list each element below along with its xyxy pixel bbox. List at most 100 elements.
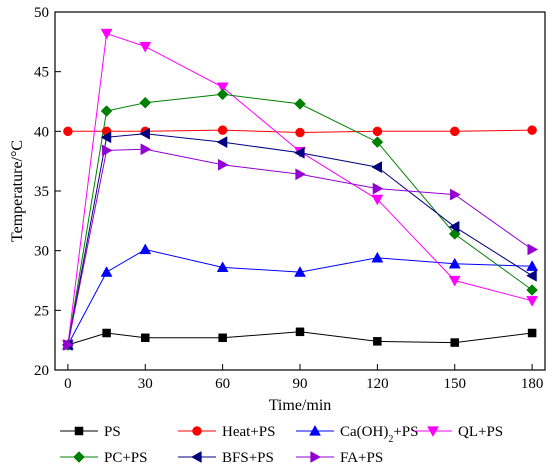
legend-marker (427, 426, 439, 438)
legend-marker (310, 451, 322, 463)
data-point (371, 136, 384, 148)
legend-item: BFS+PS (178, 450, 274, 466)
axes: 0 30 60 90 120 150 180 20 25 30 35 40 45 50 (34, 5, 543, 392)
data-point (63, 339, 74, 351)
legend-label: PC+PS (104, 450, 148, 466)
legend-item: PS (60, 424, 121, 440)
x-tick-label: 30 (138, 376, 153, 392)
legend-label: FA+PS (340, 450, 383, 466)
data-point (218, 333, 227, 343)
series-1 (63, 125, 537, 138)
data-point (371, 161, 383, 174)
data-point (216, 88, 229, 101)
data-point (216, 136, 228, 148)
series-line (67, 148, 533, 345)
data-point (373, 337, 382, 346)
data-point (63, 126, 73, 137)
data-point (448, 220, 460, 233)
data-point (139, 41, 152, 53)
legend-marker (190, 451, 202, 463)
x-tick-label: 60 (215, 376, 230, 392)
series-3 (61, 28, 539, 351)
legend-item: QL+PS (414, 424, 503, 440)
data-point (139, 127, 150, 140)
series-5 (61, 127, 537, 351)
legend-marker (192, 426, 202, 436)
data-point (216, 261, 229, 273)
data-point (216, 82, 229, 94)
series-line (67, 32, 533, 345)
data-point (527, 243, 539, 256)
data-point (371, 194, 384, 206)
x-tick-label: 150 (443, 376, 466, 392)
x-tick-label: 180 (521, 376, 544, 392)
y-tick-label: 20 (34, 363, 49, 379)
data-point (100, 266, 113, 277)
y-tick-label: 50 (34, 5, 49, 21)
data-point (450, 338, 459, 347)
series-line (67, 133, 533, 345)
data-point (372, 126, 383, 137)
legend-marker (73, 451, 85, 463)
data-point (139, 243, 152, 255)
data-point (100, 105, 113, 117)
data-point (139, 96, 152, 109)
data-point (371, 251, 384, 263)
y-tick-label: 35 (34, 184, 49, 200)
legend-item: PC+PS (60, 450, 148, 466)
plot-area (54, 11, 546, 371)
data-point (293, 146, 305, 159)
data-point (294, 266, 306, 277)
legend-marker (309, 424, 321, 436)
data-point (372, 182, 384, 195)
series-line (67, 331, 533, 346)
data-point (448, 257, 461, 269)
legend-item: FA+PS (296, 450, 383, 466)
series-6 (63, 143, 539, 351)
legend-label: PS (104, 424, 121, 440)
series-line (67, 248, 533, 346)
data-point (295, 327, 305, 337)
data-point (294, 98, 306, 110)
data-point (295, 127, 305, 138)
legend-label: Ca(OH)2+PS (340, 424, 418, 445)
x-tick-label: 120 (366, 376, 389, 392)
plot-frame (54, 11, 546, 371)
legend-label: Heat+PS (222, 424, 275, 440)
data-point (217, 158, 229, 171)
y-axis-title: Temperature/°C (9, 140, 26, 242)
data-point (141, 333, 150, 343)
x-tick-label: 90 (293, 376, 308, 392)
data-point (100, 28, 113, 40)
x-axis-title: Time/min (269, 397, 332, 414)
x-tick-label: 0 (64, 376, 72, 392)
series-line (67, 129, 533, 134)
data-point (527, 125, 537, 135)
data-point (100, 131, 112, 144)
series-layer (61, 28, 539, 351)
y-tick-label: 30 (34, 244, 49, 260)
legend-marker (74, 426, 84, 436)
data-point (527, 328, 537, 338)
data-point (295, 168, 307, 181)
data-point (140, 143, 152, 156)
legend-item: Ca(OH)2+PS (296, 424, 418, 445)
y-tick-label: 45 (34, 65, 49, 81)
data-point (450, 188, 461, 201)
y-tick-label: 40 (34, 124, 49, 140)
data-point (217, 125, 228, 135)
legend: PS Heat+PS Ca(OH)2+PS QL+PS PC+PS BFS+PS FA+PS (60, 424, 503, 466)
data-point (449, 126, 460, 137)
data-point (526, 260, 539, 271)
data-point (102, 328, 111, 338)
legend-item: Heat+PS (178, 424, 275, 440)
data-point (526, 269, 537, 282)
data-point (526, 284, 538, 296)
data-point (526, 296, 539, 307)
legend-label: QL+PS (458, 424, 503, 440)
data-point (448, 275, 461, 287)
series-0 (63, 327, 537, 350)
y-tick-label: 25 (34, 303, 49, 319)
data-point (101, 144, 113, 157)
